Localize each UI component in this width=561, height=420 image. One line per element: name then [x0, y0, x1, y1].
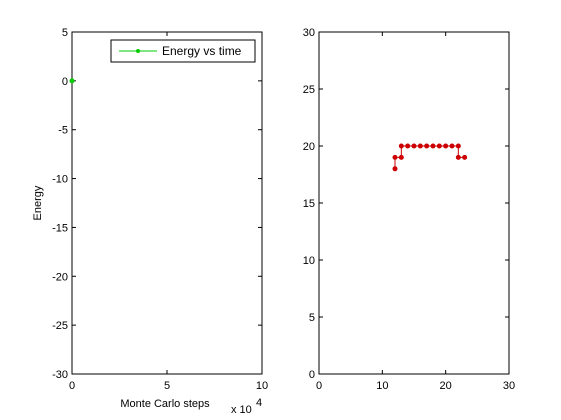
x-tick-label: 20: [440, 380, 452, 392]
legend: Energy vs time: [110, 39, 256, 63]
x-tick-label: 0: [316, 380, 322, 392]
data-point: [69, 78, 75, 84]
y-tick-label: -25: [52, 320, 68, 332]
x-axis-label: Monte Carlo steps: [120, 398, 210, 410]
y-tick-label: 25: [303, 84, 315, 96]
data-point: [392, 166, 398, 172]
x-exponent-label: x 10: [231, 404, 252, 416]
y-tick-label: -5: [58, 125, 68, 137]
legend-marker: [136, 49, 140, 53]
x-tick-label: 10: [256, 380, 268, 392]
y-tick-label: -30: [52, 369, 68, 381]
data-point: [424, 143, 430, 149]
x-exponent-power: 4: [256, 397, 262, 409]
data-point: [398, 143, 404, 149]
data-point: [449, 143, 455, 149]
y-tick-label: -20: [52, 271, 68, 283]
data-point: [455, 143, 461, 149]
data-point: [405, 143, 411, 149]
data-point: [462, 154, 468, 160]
data-point: [430, 143, 436, 149]
data-point: [455, 154, 461, 160]
data-point: [392, 154, 398, 160]
x-tick-label: 30: [503, 380, 515, 392]
energy-vs-time-axes: 0 5 10 5 0 -5 -10 -15 -20 -25 -30 Monte Carlo steps…: [32, 27, 268, 416]
data-point: [417, 143, 423, 149]
y-tick-label: 20: [303, 141, 315, 153]
y-tick-label: -10: [52, 174, 68, 186]
x-tick-label: 10: [376, 380, 388, 392]
y-tick-label: 10: [303, 255, 315, 267]
y-tick-label: 0: [62, 76, 68, 88]
lattice-path-axes: 0 10 20 30 0 5 10 15 20 25 30: [303, 27, 515, 392]
legend-entry: Energy vs time: [162, 44, 242, 58]
data-point: [411, 143, 417, 149]
y-tick-label: -15: [52, 222, 68, 234]
x-tick-label: 0: [69, 380, 75, 392]
axes-box: [71, 31, 263, 375]
data-point: [436, 143, 442, 149]
data-point: [398, 154, 404, 160]
axes-box: [318, 31, 510, 375]
legend-box: [110, 39, 256, 63]
x-tick-label: 5: [164, 380, 170, 392]
y-tick-label: 5: [309, 312, 315, 324]
y-axis-label: Energy: [32, 185, 44, 220]
y-tick-label: 0: [309, 369, 315, 381]
y-tick-label: 15: [303, 198, 315, 210]
y-tick-label: 5: [62, 27, 68, 39]
y-tick-label: 30: [303, 27, 315, 39]
data-point: [443, 143, 449, 149]
